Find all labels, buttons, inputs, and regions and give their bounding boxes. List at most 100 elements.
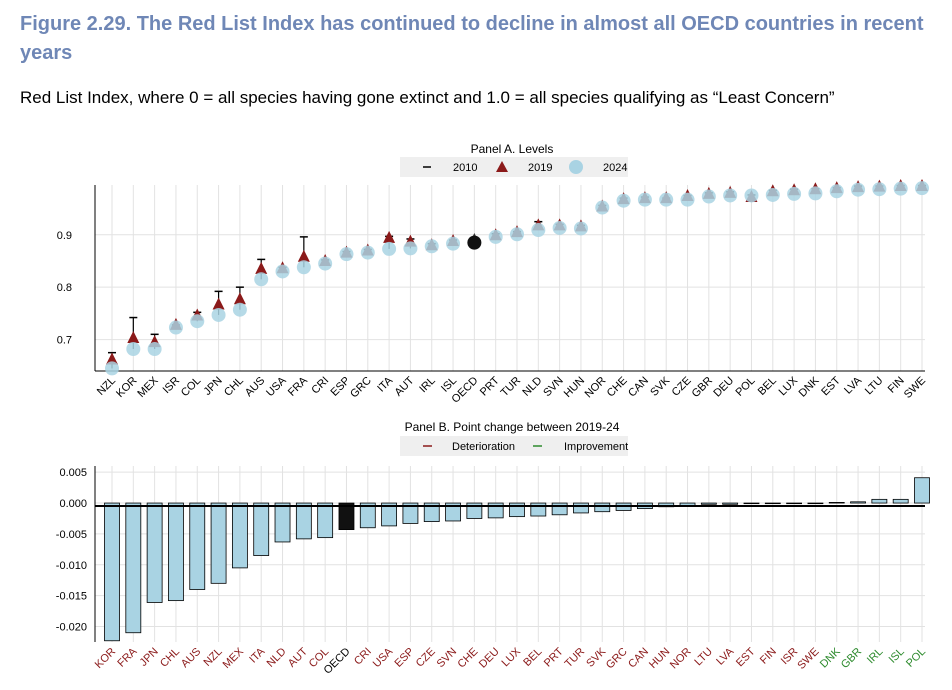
panel-b-x-label-nld: NLD — [265, 646, 289, 670]
marker-2024-chl — [232, 302, 247, 317]
panel-a-x-label-lux: LUX — [777, 374, 801, 398]
panel-b-x-label-isl: ISL — [887, 646, 907, 666]
panel-a-x-label-can: CAN — [626, 375, 651, 400]
panel-a-x-label-ltu: LTU — [863, 375, 886, 398]
panel-b-x-label-est: EST — [734, 645, 758, 669]
panel-b-x-label-aut: AUT — [286, 645, 310, 669]
panel-b-title: Panel B. Point change between 2019-24 — [405, 420, 620, 434]
panel-a-x-label-nzl: NZL — [95, 375, 118, 398]
panel-a-x-label-col: COL — [179, 375, 203, 399]
panel-a-x-label-lva: LVA — [842, 374, 865, 397]
panel-a-x-label-esp: ESP — [329, 375, 353, 399]
panel-a-marks — [105, 179, 929, 376]
marker-2024-svn — [552, 220, 567, 235]
panel-b-x-label-aus: AUS — [179, 646, 203, 670]
panel-b-x-label-svn: SVN — [435, 646, 460, 671]
bar-ltu — [700, 502, 717, 505]
legend-2024-marker — [569, 160, 583, 174]
bar-aut — [295, 502, 312, 540]
bar-isr — [786, 502, 803, 505]
panel-a-gridlines — [95, 185, 925, 371]
panel-b-x-label-irl: IRL — [865, 646, 886, 667]
marker-2024-fra — [296, 260, 311, 275]
panel-b-y-tick-label: -0.010 — [56, 560, 87, 572]
panel-a-x-label-isr: ISR — [161, 375, 182, 396]
panel-b-x-label-fra: FRA — [115, 645, 140, 670]
legend-2010-label: 2010 — [453, 162, 477, 174]
panel-a-x-label-svn: SVN — [541, 375, 566, 400]
panel-a-legend-box — [400, 157, 628, 177]
marker-2024-lux — [787, 186, 802, 201]
marker-2024-nzl — [105, 361, 119, 376]
panel-b: Panel B. Point change between 2019-24 De… — [56, 420, 930, 677]
marker-2024-ltu — [872, 182, 887, 197]
marker-2024-aut — [403, 241, 418, 256]
panel-b-x-label-usa: USA — [371, 645, 396, 670]
panel-b-x-label-lva: LVA — [714, 645, 737, 668]
legend-2019-label: 2019 — [528, 162, 552, 174]
panel-b-x-label-svk: SVK — [584, 645, 609, 670]
bar-svk — [594, 502, 611, 513]
panel-a-x-label-kor: KOR — [114, 375, 139, 400]
panel-b-x-label-esp: ESP — [392, 646, 416, 670]
bar-aus — [189, 502, 206, 590]
marker-2024-tur — [510, 227, 524, 242]
panel-a-y-tick-label: 0.9 — [57, 230, 72, 242]
panel-a-x-label-deu: DEU — [711, 375, 736, 400]
bar-mex — [231, 502, 248, 569]
panel-b-x-label-grc: GRC — [604, 646, 630, 672]
marker-2019-chl — [233, 292, 246, 305]
bar-lva — [722, 502, 739, 505]
panel-a-x-label-prt: PRT — [478, 374, 502, 398]
bar-col — [317, 502, 334, 539]
marker-2024-col — [190, 314, 205, 329]
bar-chl — [168, 502, 184, 602]
panel-b-x-label-prt: PRT — [542, 645, 566, 669]
bar-isl — [892, 498, 909, 504]
marker-2019-nzl — [106, 352, 118, 365]
panel-b-x-label-ltu: LTU — [692, 646, 715, 669]
marker-2024-ita — [382, 241, 397, 256]
marker-2019-kor — [127, 330, 140, 343]
marker-2024-svk — [659, 192, 674, 207]
marker-2024-dnk — [808, 186, 823, 201]
panel-a-x-label-est: EST — [819, 374, 843, 398]
panel-a: Panel A. Levels 2010 2019 2024 0.7 0.8 0.9… — [57, 142, 929, 406]
panel-a-x-label-aut: AUT — [393, 374, 417, 398]
marker-2024-gbr — [701, 189, 716, 204]
panel-b-x-label-swe: SWE — [795, 646, 821, 672]
panel-b-legend-box — [400, 436, 628, 456]
legend-improvement-label: Improvement — [564, 441, 628, 453]
marker-2024-pol — [744, 188, 759, 203]
marker-2024-mex — [147, 341, 162, 356]
bar-cri — [359, 502, 376, 529]
panel-a-x-label-hun: HUN — [562, 375, 587, 400]
panel-a-x-label-grc: GRC — [348, 375, 374, 401]
panel-a-y-tick-label: 0.8 — [57, 282, 72, 294]
panel-a-title: Panel A. Levels — [471, 142, 554, 156]
panel-b-x-label-deu: DEU — [477, 646, 502, 671]
panel-b-x-label-chl: CHL — [158, 646, 182, 670]
bar-swe — [807, 502, 824, 505]
bar-pol — [914, 477, 930, 504]
marker-2024-kor — [126, 341, 141, 356]
panel-b-x-label-dnk: DNK — [818, 645, 843, 670]
legend-2024-label: 2024 — [603, 162, 627, 174]
panel-a-x-label-dnk: DNK — [797, 374, 822, 399]
panel-b-x-label-pol: POL — [904, 646, 928, 670]
panel-a-x-label-che: CHE — [605, 375, 630, 400]
bar-svn — [445, 502, 461, 522]
panel-a-x-label-swe: SWE — [902, 375, 928, 401]
legend-deterioration-label: Deterioration — [452, 441, 515, 453]
panel-b-x-label-nzl: NZL — [202, 646, 225, 669]
marker-2019-ita — [383, 230, 396, 243]
marker-2024-grc — [360, 245, 375, 260]
legend-2019-marker — [496, 161, 508, 172]
panel-a-x-label-tur: TUR — [499, 375, 524, 400]
bar-cze — [423, 502, 440, 522]
panel-b-x-label-tur: TUR — [563, 646, 588, 671]
panel-b-x-label-che: CHE — [456, 646, 481, 671]
panel-b-x-label-bel: BEL — [521, 646, 544, 669]
